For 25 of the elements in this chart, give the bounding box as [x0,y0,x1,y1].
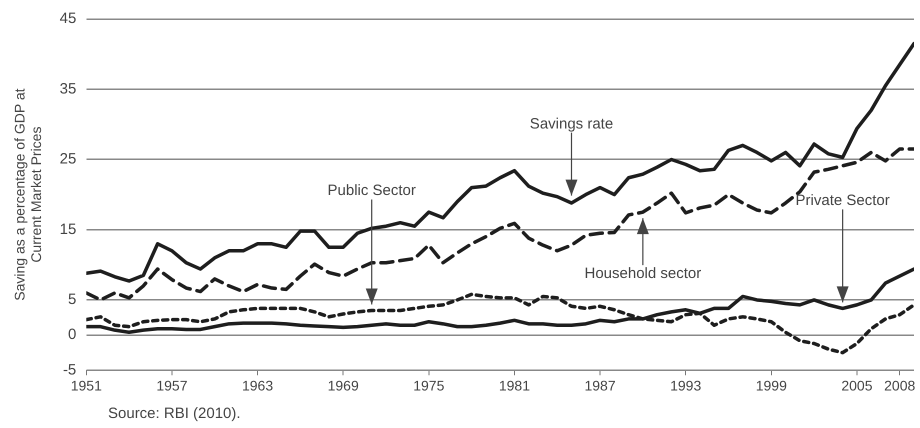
annotation: Private Sector [796,192,890,210]
x-tick-label: 1963 [242,377,274,394]
source-note: Source: RBI (2010). [108,405,241,422]
x-tick-label: 1999 [756,377,788,394]
x-tick-label: 1951 [70,377,102,394]
x-tick-label: 1981 [498,377,530,394]
x-tick-label: 1993 [670,377,702,394]
x-tick-label: 2008 [884,377,916,394]
x-tick-label: 1987 [584,377,616,394]
x-tick-label: 2005 [841,377,873,394]
annotation: Public Sector [328,182,416,200]
y-tick-label: 5 [68,291,76,308]
y-tick-label: 35 [60,80,76,98]
y-tick-label: 15 [60,220,76,238]
annotation: Savings rate [530,115,614,132]
line-series [86,147,914,302]
y-axis-title: Saving as a percentage of GDP at Current Market Prices [11,88,44,301]
annotation: Household sector [584,264,702,282]
y-tick-label: 0 [68,326,76,344]
y-tick-label: -5 [62,361,76,378]
y-tick-label: 45 [60,10,76,28]
x-tick-label: 1969 [328,377,359,394]
y-tick-label: 25 [60,150,76,168]
x-tick-label: 1957 [156,377,188,394]
x-tick-label: 1975 [413,377,445,394]
